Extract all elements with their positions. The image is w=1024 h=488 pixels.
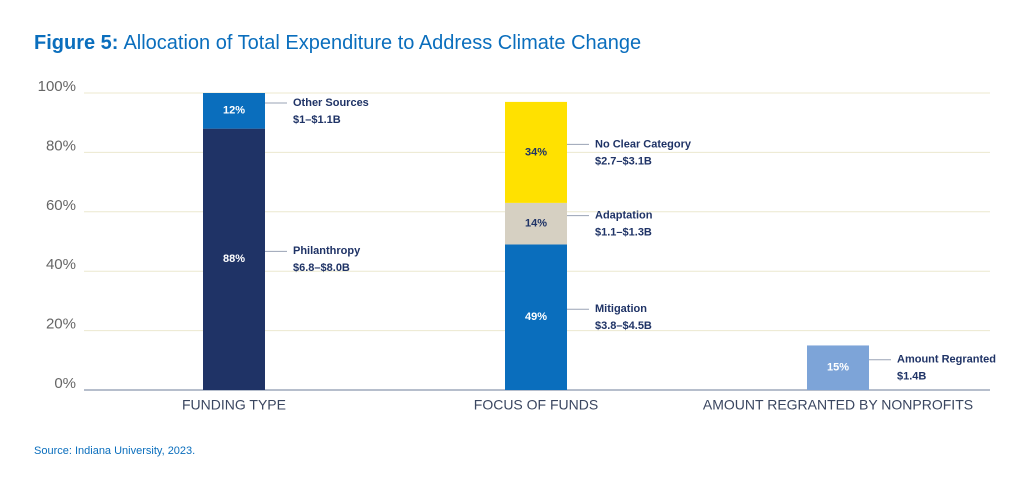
segment-amount: $2.7–$3.1B bbox=[595, 155, 652, 167]
source-note: Source: Indiana University, 2023. bbox=[34, 445, 195, 457]
segment-name: No Clear Category bbox=[595, 138, 692, 150]
y-tick-label: 60% bbox=[46, 197, 76, 214]
segment-amount: $1–$1.1B bbox=[293, 114, 341, 126]
bar-segment bbox=[505, 244, 567, 390]
value-label: 34% bbox=[525, 146, 547, 158]
segment-name: Philanthropy bbox=[293, 245, 361, 257]
value-label: 14% bbox=[525, 218, 547, 230]
title-text: Allocation of Total Expenditure to Addre… bbox=[123, 32, 641, 54]
y-tick-label: 0% bbox=[54, 375, 76, 392]
x-tick-label: FUNDING TYPE bbox=[182, 397, 286, 413]
chart-title: Figure 5: Allocation of Total Expenditure… bbox=[34, 32, 641, 54]
y-tick-label: 40% bbox=[46, 256, 76, 273]
bar-segment bbox=[505, 101, 567, 203]
value-label: 15% bbox=[827, 362, 849, 374]
x-tick-label: AMOUNT REGRANTED BY NONPROFITS bbox=[703, 397, 973, 413]
value-label: 49% bbox=[525, 311, 547, 323]
bar-segment bbox=[203, 128, 265, 390]
y-tick-label: 100% bbox=[38, 78, 76, 95]
value-label: 12% bbox=[223, 105, 245, 117]
y-tick-label: 80% bbox=[46, 137, 76, 154]
segment-name: Amount Regranted bbox=[897, 354, 996, 366]
bar-segment bbox=[807, 345, 869, 390]
segment-name: Mitigation bbox=[595, 303, 647, 315]
segment-name: Adaptation bbox=[595, 210, 653, 222]
segment-name: Other Sources bbox=[293, 97, 369, 109]
value-label: 88% bbox=[223, 253, 245, 265]
segment-amount: $1.4B bbox=[897, 371, 926, 383]
title-label: Figure 5: bbox=[34, 32, 118, 54]
segment-amount: $6.8–$8.0B bbox=[293, 262, 350, 274]
y-tick-label: 20% bbox=[46, 316, 76, 333]
bar-segment bbox=[203, 93, 265, 129]
x-tick-label: FOCUS OF FUNDS bbox=[474, 397, 598, 413]
segment-amount: $3.8–$4.5B bbox=[595, 320, 652, 332]
segment-amount: $1.1–$1.3B bbox=[595, 227, 652, 239]
bar-segment bbox=[505, 202, 567, 245]
